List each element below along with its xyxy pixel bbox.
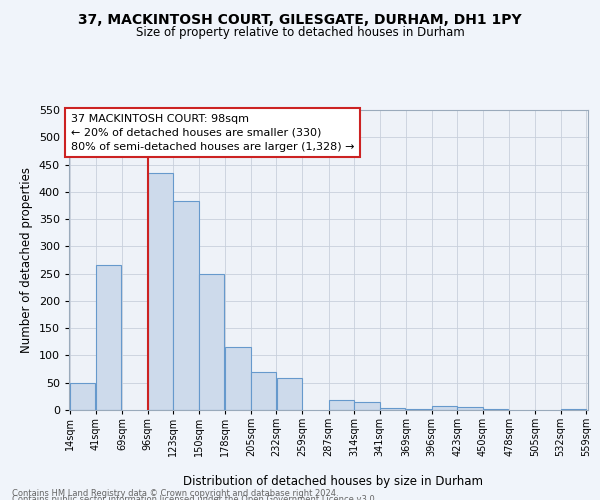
Bar	[457, 408, 483, 410]
Bar	[354, 402, 380, 410]
Text: Contains public sector information licensed under the Open Government Licence v3: Contains public sector information licen…	[12, 495, 377, 500]
Y-axis label: Number of detached properties: Number of detached properties	[20, 167, 33, 353]
Bar	[173, 201, 199, 410]
Bar	[560, 409, 586, 410]
Bar	[226, 348, 251, 410]
Text: 37, MACKINTOSH COURT, GILESGATE, DURHAM, DH1 1PY: 37, MACKINTOSH COURT, GILESGATE, DURHAM,…	[78, 12, 522, 26]
Bar	[329, 400, 354, 410]
Bar	[148, 172, 173, 410]
Bar	[199, 274, 224, 410]
Bar	[432, 406, 457, 410]
Bar	[380, 408, 405, 410]
Text: Distribution of detached houses by size in Durham: Distribution of detached houses by size …	[183, 474, 483, 488]
Text: Size of property relative to detached houses in Durham: Size of property relative to detached ho…	[136, 26, 464, 39]
Bar	[70, 382, 95, 410]
Bar	[277, 378, 302, 410]
Bar	[95, 266, 121, 410]
Text: 37 MACKINTOSH COURT: 98sqm
← 20% of detached houses are smaller (330)
80% of sem: 37 MACKINTOSH COURT: 98sqm ← 20% of deta…	[71, 114, 355, 152]
Text: Contains HM Land Registry data © Crown copyright and database right 2024.: Contains HM Land Registry data © Crown c…	[12, 489, 338, 498]
Bar	[251, 372, 276, 410]
